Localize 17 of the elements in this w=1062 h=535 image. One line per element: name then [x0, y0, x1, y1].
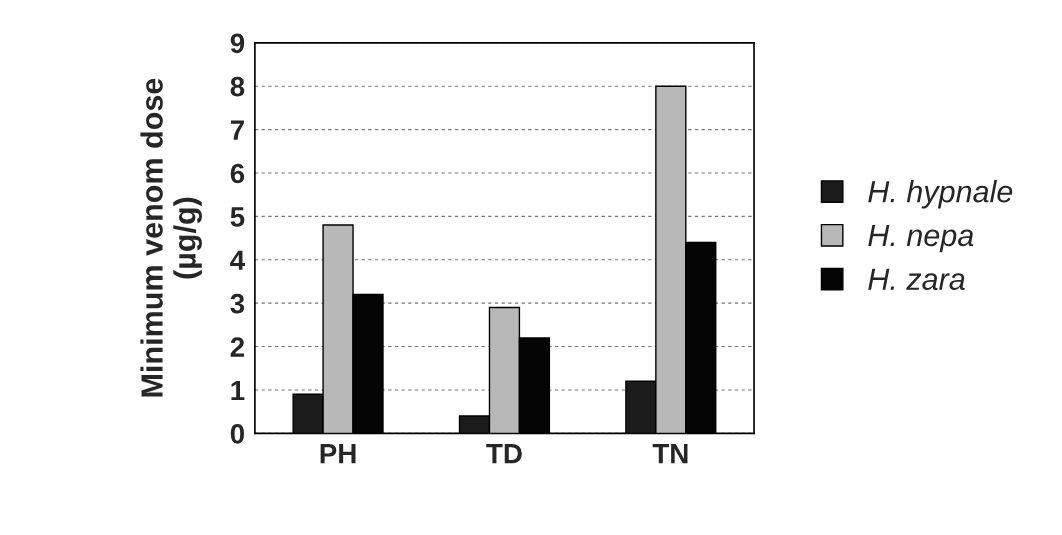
y-tick-label: 2 [230, 337, 245, 357]
y-tick-label: 3 [230, 293, 245, 314]
x-tick-label: TN [652, 444, 688, 464]
legend-label: H. hypnale [868, 180, 1013, 209]
x-tick-label: PH [320, 444, 356, 464]
y-tick-label: 7 [230, 120, 244, 140]
y-tick-label: 9 [230, 33, 245, 54]
y-axis-title: Minimum venom dose (µg/g) [140, 78, 202, 397]
y-tick-label: 1 [231, 380, 245, 401]
legend-label: H. nepa [868, 224, 974, 253]
x-tick-label: TD [486, 444, 522, 464]
legend-label: H. zara [868, 268, 965, 291]
y-tick-label: 8 [230, 76, 245, 97]
y-tick-label: 4 [230, 250, 246, 270]
y-tick-label: 6 [230, 163, 245, 184]
y-tick-label: 5 [230, 207, 245, 227]
y-tick-label: 0 [230, 424, 245, 444]
